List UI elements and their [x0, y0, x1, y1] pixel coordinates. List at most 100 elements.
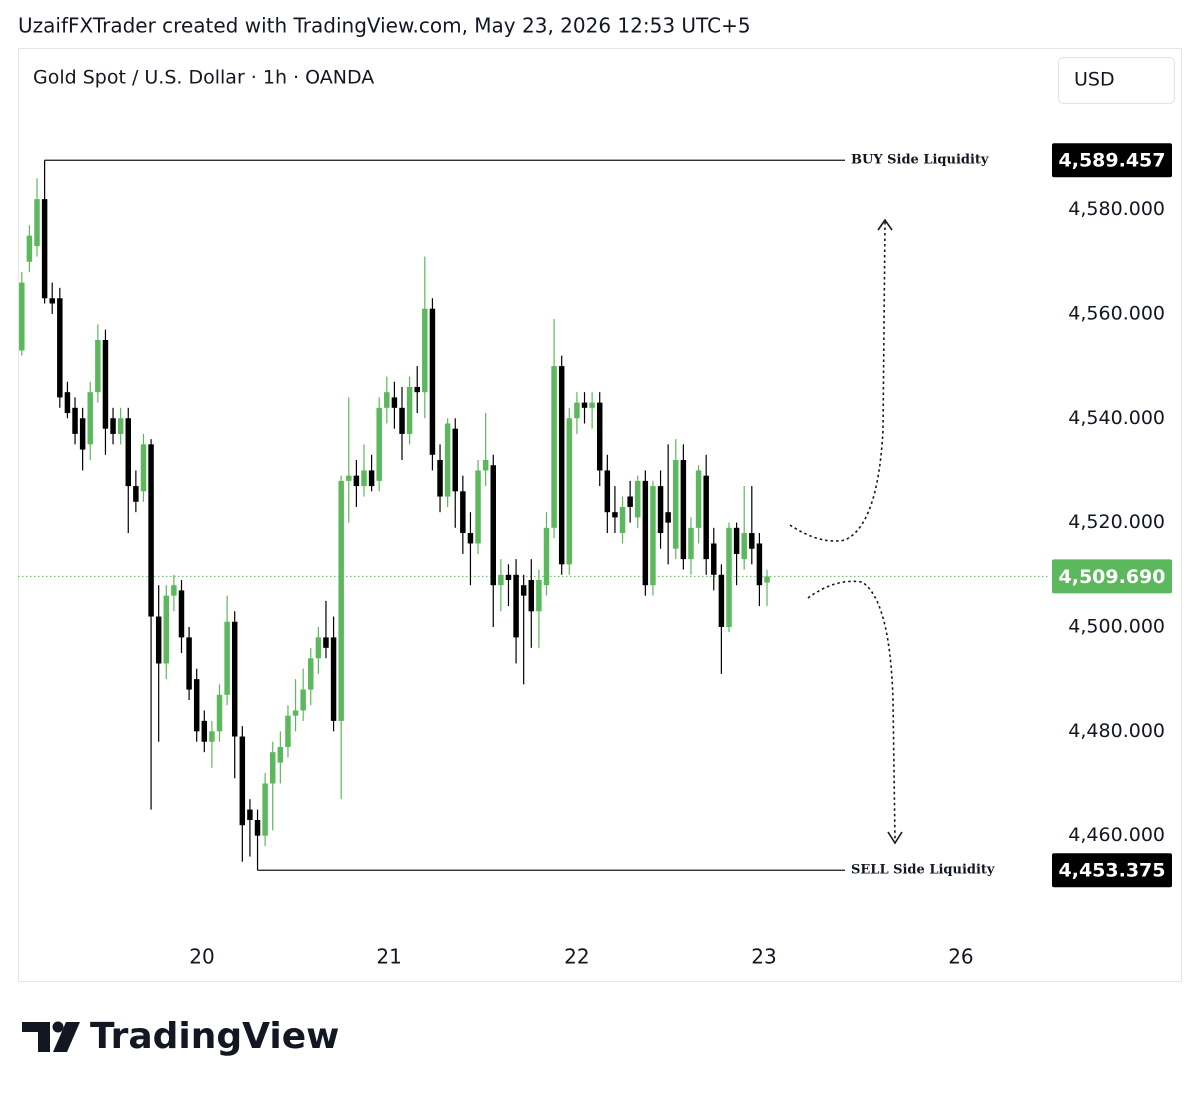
candle-body [26, 235, 33, 262]
x-tick-label: 22 [564, 945, 589, 969]
candle-body [566, 418, 573, 565]
candle-body [650, 486, 656, 586]
candle-body [262, 783, 268, 836]
candle-body [520, 585, 527, 596]
candle-body [353, 475, 360, 487]
candle-body [695, 470, 702, 528]
candle-body [368, 470, 375, 487]
candle-body [338, 480, 344, 721]
candle-body [178, 590, 185, 638]
candle-body [399, 407, 405, 434]
candle-body [102, 340, 109, 429]
candle-body [41, 199, 48, 299]
candle-body [581, 402, 588, 408]
candle-body [49, 298, 55, 304]
candle-body [635, 480, 641, 518]
candle-body [247, 809, 253, 820]
candle-body [627, 496, 633, 507]
up-arrow [789, 221, 886, 542]
candle-body [384, 392, 390, 408]
candle-body [361, 470, 367, 487]
candle-body [186, 637, 192, 690]
candle-body [300, 689, 306, 711]
candle-body [117, 418, 124, 434]
candle-body [163, 595, 170, 664]
price-tag-label: 4,453.375 [1059, 860, 1166, 882]
candle-body [764, 576, 770, 583]
price-tag [1052, 853, 1172, 888]
x-tick-label: 23 [751, 945, 776, 969]
candle-body [490, 465, 496, 586]
candle-body [475, 470, 481, 544]
x-tick-label: 26 [948, 945, 973, 969]
candle-body [589, 402, 595, 408]
candle-body [513, 574, 519, 638]
candle-body [543, 527, 550, 586]
candle-body [406, 386, 413, 434]
candle-body [688, 527, 694, 560]
candle-body [292, 710, 299, 716]
candle-body [110, 418, 116, 434]
candle-body [703, 475, 709, 560]
attribution: UzaifFXTrader created with TradingView.c… [18, 14, 751, 38]
tradingview-logo [22, 1021, 80, 1052]
candle-body [72, 407, 78, 434]
candle-body [155, 616, 162, 664]
y-tick-label: 4,540.000 [1068, 407, 1165, 429]
candle-body [680, 460, 687, 560]
candle-body [498, 574, 504, 586]
candle-body [270, 752, 276, 784]
arrow-heads [877, 218, 903, 845]
candle-body [414, 386, 420, 393]
candle-body [285, 715, 291, 747]
price-tag-label: 4,589.457 [1059, 150, 1166, 172]
candle-body [216, 694, 223, 732]
logo-slash [53, 1022, 80, 1052]
candle-body [467, 533, 474, 544]
candle-body [536, 580, 542, 612]
candle-body [422, 308, 428, 393]
candle-body [95, 340, 101, 393]
projection-arrows [789, 221, 896, 841]
candle-body [741, 533, 747, 560]
candle-body [323, 637, 329, 648]
candle-body [619, 506, 626, 534]
candle-body [657, 486, 664, 534]
candle-body [224, 621, 230, 695]
currency-button[interactable] [1058, 57, 1175, 104]
chart-title: Gold Spot / U.S. Dollar · 1h · OANDA [33, 67, 374, 89]
candle-body [718, 574, 725, 627]
candle-body [254, 820, 261, 836]
candle-body [574, 402, 580, 419]
candle-body [452, 428, 458, 492]
candle-body [79, 418, 86, 450]
candle-body [642, 480, 649, 586]
candle-body [231, 621, 238, 737]
candle-body [148, 444, 154, 617]
candle-body [726, 527, 732, 627]
candle-body [596, 402, 603, 471]
y-tick-label: 4,580.000 [1068, 198, 1165, 220]
candle-body [429, 308, 436, 455]
candle-body [673, 460, 679, 549]
candle-body [482, 460, 489, 471]
candle-body [391, 397, 398, 408]
candle-body [749, 533, 755, 549]
candle-body [34, 199, 40, 247]
y-tick-label: 4,460.000 [1068, 824, 1165, 846]
candle-body [551, 366, 557, 528]
candle-body [665, 512, 671, 523]
chart-frame [18, 48, 1182, 982]
candle-body [133, 486, 139, 502]
candle-body [125, 418, 131, 487]
down-arrow [807, 580, 896, 841]
candle-body [277, 746, 284, 763]
y-tick-label: 4,520.000 [1068, 511, 1165, 533]
x-tick-label: 21 [376, 945, 401, 969]
last-price-label: 4,509.690 [1059, 566, 1166, 588]
candle-body [315, 637, 322, 659]
currency-label[interactable]: USD [1074, 69, 1115, 91]
candle-body [171, 585, 177, 596]
